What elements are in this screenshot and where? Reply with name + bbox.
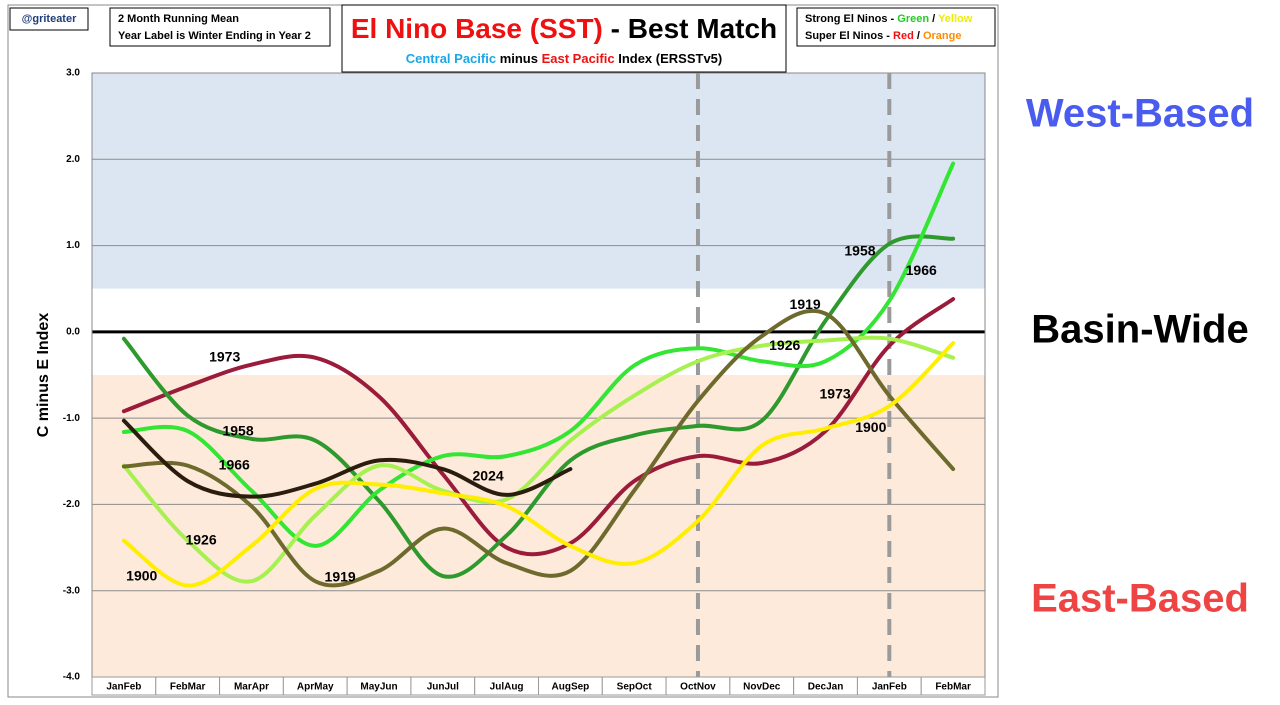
x-tick-label: OctNov <box>680 682 716 693</box>
y-tick-label: -3.0 <box>63 585 81 596</box>
x-tick-label: FebMar <box>170 682 206 693</box>
series-line <box>121 234 956 579</box>
annotation: 1966 <box>219 456 250 472</box>
region-label: West-Based <box>1026 91 1254 135</box>
key-box <box>796 7 996 47</box>
x-tick-label: SepOct <box>617 682 653 693</box>
text-part: Index (ERSSTv5) <box>615 51 723 66</box>
series-line <box>121 418 573 499</box>
text-part: Red <box>893 30 914 42</box>
note: Year Label is Winter Ending in Year 2 <box>118 30 311 42</box>
note: 2 Month Running Mean <box>118 13 239 25</box>
y-tick-label: 1.0 <box>66 240 80 251</box>
annotation: 1926 <box>769 337 800 353</box>
text-part: Strong El Ninos - <box>805 13 897 25</box>
annotation: 1973 <box>820 386 851 402</box>
region <box>92 73 985 289</box>
x-tick-label: JanFeb <box>872 682 907 693</box>
text-part: Central Pacific <box>406 51 496 66</box>
text-part: - Best Match <box>603 13 777 44</box>
annotation: 1958 <box>222 423 253 439</box>
series-line <box>121 341 956 588</box>
series-line <box>121 335 956 584</box>
y-tick-label: 0.0 <box>66 326 80 337</box>
y-tick-label: 3.0 <box>66 68 80 79</box>
annotation: 1973 <box>209 348 240 364</box>
x-tick-label: FebMar <box>935 682 971 693</box>
text-part: Orange <box>923 30 962 42</box>
annotation: 1900 <box>126 568 157 584</box>
text-part: Super El Ninos - <box>805 30 893 42</box>
x-tick-label: DecJan <box>808 682 844 693</box>
plot-area: -4.0 -3.0 -2.0 -1.0 0.0 1.0 2.0 3.0 JanFeb FebMar… <box>63 68 986 696</box>
annotation: 1919 <box>790 296 821 312</box>
x-tick-label: MarApr <box>234 682 269 693</box>
series-line <box>121 161 956 548</box>
x-tick-label: JunJul <box>427 682 459 693</box>
text-part: / <box>929 13 938 25</box>
annotation: 1926 <box>185 531 216 547</box>
series-line <box>121 308 956 588</box>
x-tick-label: MayJun <box>360 682 397 693</box>
chart-title: El Nino Base (SST) - Best Match <box>351 13 777 44</box>
y-tick-label: -1.0 <box>63 413 81 424</box>
text-part: Green <box>897 13 929 25</box>
x-tick-label: NovDec <box>743 682 781 693</box>
y-tick-label: 2.0 <box>66 154 80 165</box>
handle-box <box>9 7 89 31</box>
header: @griteater 2 Month Running Mean Year Lab… <box>9 4 996 73</box>
chart-subtitle: Central Pacific minus East Pacific Index… <box>406 51 722 66</box>
x-tick-label: AprMay <box>297 682 334 693</box>
text-part: / <box>914 30 923 42</box>
key-line: Strong El Ninos - Green / Yellow <box>805 13 973 25</box>
region-label: Basin-Wide <box>1031 307 1248 351</box>
annotation: 1919 <box>325 568 356 584</box>
handle: @griteater <box>22 13 77 25</box>
x-tick-label: AugSep <box>552 682 590 693</box>
x-tick-label: JanFeb <box>106 682 141 693</box>
y-tick-label: -2.0 <box>63 499 81 510</box>
text-part: minus <box>496 51 542 66</box>
annotation: 1900 <box>855 419 886 435</box>
text-part: Yellow <box>938 13 973 25</box>
y-axis-label: C minus E Index <box>35 313 52 438</box>
x-tick-label: JulAug <box>490 682 524 693</box>
notes-box <box>109 7 331 47</box>
annotation: 1966 <box>906 262 937 278</box>
text-part: El Nino Base (SST) <box>351 13 603 44</box>
series-line <box>121 297 956 557</box>
y-tick-label: -4.0 <box>63 672 81 683</box>
annotation: 2024 <box>473 468 504 484</box>
title-box <box>341 4 787 73</box>
annotation: 1958 <box>844 242 875 258</box>
region-label: East-Based <box>1031 577 1249 621</box>
text-part: East Pacific <box>542 51 615 66</box>
key-line: Super El Ninos - Red / Orange <box>805 30 961 42</box>
x-tick-cell <box>920 676 986 696</box>
